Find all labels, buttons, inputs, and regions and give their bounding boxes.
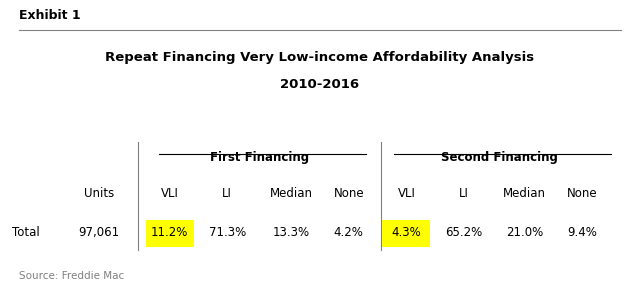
Text: Repeat Financing Very Low-income Affordability Analysis: Repeat Financing Very Low-income Afforda… (106, 51, 534, 64)
Text: 13.3%: 13.3% (273, 226, 310, 239)
Text: 4.2%: 4.2% (334, 226, 364, 239)
Text: Total: Total (12, 226, 40, 239)
Text: 9.4%: 9.4% (568, 226, 597, 239)
Text: Median: Median (269, 187, 313, 200)
Text: Median: Median (503, 187, 547, 200)
Text: First Financing: First Financing (210, 151, 308, 164)
Text: LI: LI (222, 187, 232, 200)
Text: 2010-2016: 2010-2016 (280, 78, 360, 91)
Text: LI: LI (459, 187, 469, 200)
Text: VLI: VLI (397, 187, 415, 200)
Text: None: None (333, 187, 364, 200)
Text: Source: Freddie Mac: Source: Freddie Mac (19, 271, 124, 281)
Text: VLI: VLI (161, 187, 179, 200)
Text: Second Financing: Second Financing (441, 151, 557, 164)
Text: 71.3%: 71.3% (209, 226, 246, 239)
Text: Units: Units (84, 187, 115, 200)
Text: 11.2%: 11.2% (151, 226, 188, 239)
Text: 4.3%: 4.3% (392, 226, 421, 239)
Text: 65.2%: 65.2% (445, 226, 483, 239)
Text: None: None (567, 187, 598, 200)
Text: 97,061: 97,061 (79, 226, 120, 239)
Text: 21.0%: 21.0% (506, 226, 543, 239)
Text: Exhibit 1: Exhibit 1 (19, 9, 81, 22)
